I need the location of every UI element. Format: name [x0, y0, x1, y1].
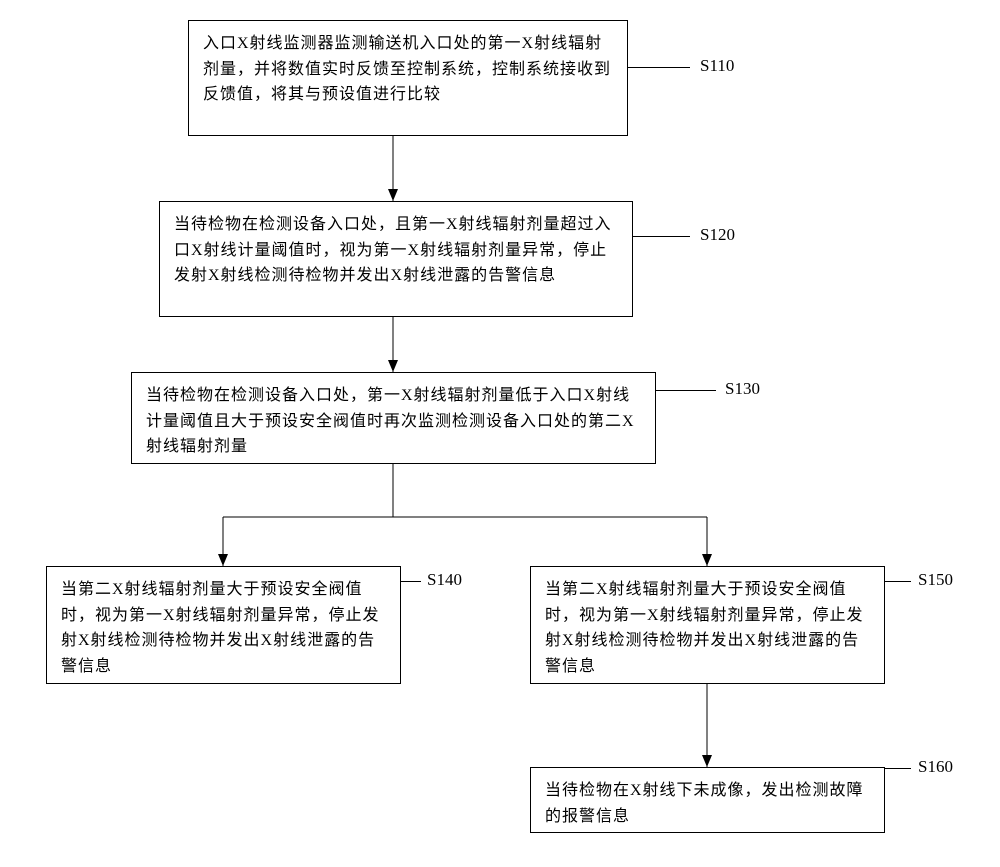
node-text: 当待检物在X射线下未成像，发出检测故障的报警信息: [545, 782, 864, 825]
node-text: 当待检物在检测设备入口处，第一X射线辐射剂量低于入口X射线计量阈值且大于预设安全…: [146, 387, 635, 455]
node-text: 入口X射线监测器监测输送机入口处的第一X射线辐射剂量，并将数值实时反馈至控制系统…: [203, 35, 611, 103]
label-text: S120: [700, 225, 735, 244]
flow-node-s130: 当待检物在检测设备入口处，第一X射线辐射剂量低于入口X射线计量阈值且大于预设安全…: [131, 372, 656, 464]
leader-line: [885, 768, 911, 769]
node-text: 当待检物在检测设备入口处，且第一X射线辐射剂量超过入口X射线计量阈值时，视为第一…: [174, 216, 612, 284]
step-label-s110: S110: [700, 56, 734, 76]
label-text: S110: [700, 56, 734, 75]
flow-node-s150: 当第二X射线辐射剂量大于预设安全阀值时，视为第一X射线辐射剂量异常，停止发射X射…: [530, 566, 885, 684]
leader-line: [628, 67, 690, 68]
label-text: S140: [427, 570, 462, 589]
label-text: S160: [918, 757, 953, 776]
label-text: S150: [918, 570, 953, 589]
step-label-s140: S140: [427, 570, 462, 590]
step-label-s120: S120: [700, 225, 735, 245]
step-label-s130: S130: [725, 379, 760, 399]
step-label-s160: S160: [918, 757, 953, 777]
node-text: 当第二X射线辐射剂量大于预设安全阀值时，视为第一X射线辐射剂量异常，停止发射X射…: [61, 581, 380, 675]
flow-node-s140: 当第二X射线辐射剂量大于预设安全阀值时，视为第一X射线辐射剂量异常，停止发射X射…: [46, 566, 401, 684]
leader-line: [401, 581, 421, 582]
flow-node-s120: 当待检物在检测设备入口处，且第一X射线辐射剂量超过入口X射线计量阈值时，视为第一…: [159, 201, 633, 317]
leader-line: [656, 390, 716, 391]
node-text: 当第二X射线辐射剂量大于预设安全阀值时，视为第一X射线辐射剂量异常，停止发射X射…: [545, 581, 864, 675]
leader-line: [885, 581, 911, 582]
label-text: S130: [725, 379, 760, 398]
flow-node-s160: 当待检物在X射线下未成像，发出检测故障的报警信息: [530, 767, 885, 833]
flow-node-s110: 入口X射线监测器监测输送机入口处的第一X射线辐射剂量，并将数值实时反馈至控制系统…: [188, 20, 628, 136]
leader-line: [633, 236, 690, 237]
step-label-s150: S150: [918, 570, 953, 590]
